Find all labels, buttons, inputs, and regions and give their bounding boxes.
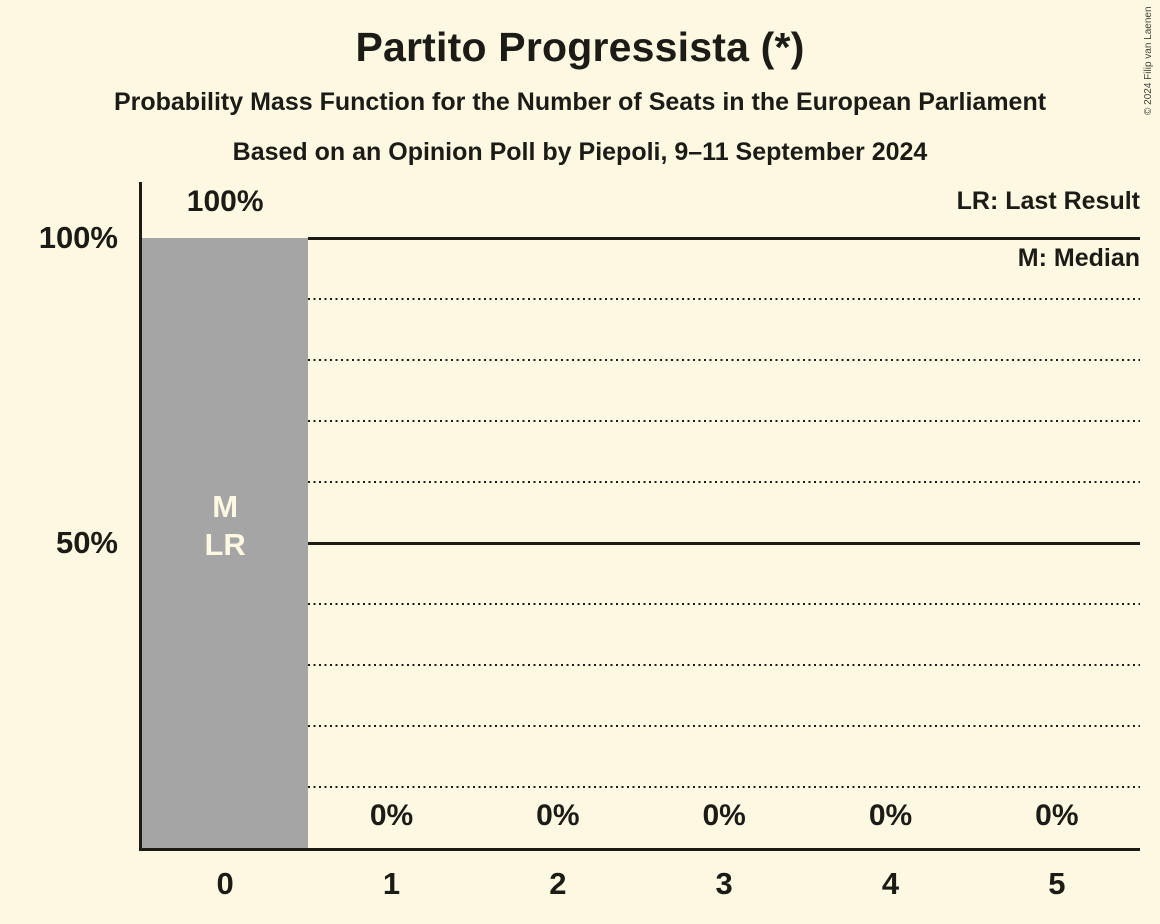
y-tick-label-100pct: 100% (38, 220, 118, 255)
bar-annotation-median-lastresult: M LR (142, 488, 308, 564)
bar-seats-0 (142, 238, 309, 848)
plot-inner: 100% 0% 0% 0% 0% 0% M LR (142, 182, 1140, 848)
gridline-20pct (308, 725, 1140, 727)
x-axis-tick-labels: 0 1 2 3 4 5 (142, 863, 1140, 905)
x-tick-label-4: 4 (881, 866, 900, 901)
legend-last-result: LR: Last Result (956, 187, 1140, 215)
x-tick-label-3: 3 (715, 866, 733, 901)
bar-value-label-seats-4: 0% (868, 799, 913, 832)
chart-subtitle: Probability Mass Function for the Number… (113, 88, 1047, 116)
legend-median: M: Median (1017, 244, 1140, 272)
gridline-10pct (308, 786, 1140, 788)
bar-annotation-line-m: M (212, 489, 239, 524)
x-tick-label-0: 0 (216, 866, 234, 901)
gridline-100pct (308, 236, 1140, 240)
gridline-50pct (308, 541, 1140, 545)
chart-title: Partito Progressista (*) (355, 24, 805, 70)
gridline-80pct (308, 359, 1140, 361)
gridline-40pct (308, 603, 1140, 605)
chart-subtitle-poll: Based on an Opinion Poll by Piepoli, 9–1… (232, 138, 928, 166)
bar-value-label-seats-1: 0% (369, 799, 414, 832)
gridline-60pct (308, 481, 1140, 483)
bar-value-label-seats-0: 100% (186, 185, 264, 218)
plot-area: 100% 0% 0% 0% 0% 0% M LR (139, 182, 1140, 851)
bar-value-label-seats-5: 0% (1035, 799, 1079, 832)
bar-value-label-seats-2: 0% (536, 799, 580, 832)
x-tick-label-1: 1 (382, 866, 401, 901)
copyright-notice: © 2024 Filip van Laenen (1143, 6, 1154, 115)
x-tick-label-5: 5 (1048, 866, 1066, 901)
bar-value-label-seats-3: 0% (702, 799, 746, 832)
gridline-70pct (308, 420, 1140, 422)
bar-annotation-line-lr: LR (204, 527, 246, 562)
gridline-30pct (308, 664, 1140, 666)
x-tick-label-2: 2 (549, 866, 567, 901)
y-tick-label-50pct: 50% (55, 525, 118, 560)
gridline-90pct (308, 298, 1140, 300)
